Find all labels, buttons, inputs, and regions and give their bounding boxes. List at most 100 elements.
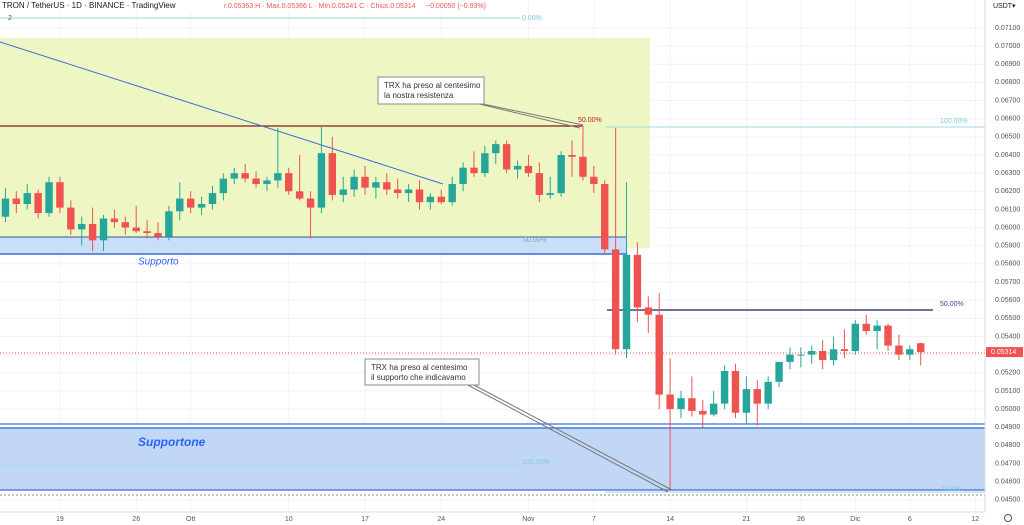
callout-text: il supporto che indicavamo	[371, 373, 466, 382]
candle-body	[219, 178, 228, 194]
candle-body	[535, 173, 544, 195]
candle-body	[884, 325, 892, 346]
price-axis	[985, 0, 1024, 525]
candle-body	[590, 176, 598, 185]
candles	[1, 125, 925, 491]
candle-body	[110, 218, 119, 223]
price-tag	[986, 347, 1023, 358]
x-tick-label: 14	[666, 516, 674, 523]
y-tick-label: 0.06100	[995, 206, 1020, 213]
candle-body	[372, 182, 380, 188]
candle-body	[895, 345, 903, 355]
x-tick-label: 12	[971, 516, 979, 523]
candle-body	[415, 189, 424, 203]
y-tick-label: 0.05700	[995, 279, 1020, 286]
candle-body	[1, 198, 10, 217]
candle-body	[764, 381, 772, 404]
y-tick-label: 0.04600	[995, 479, 1020, 486]
candle-body	[165, 211, 173, 237]
candle-body	[99, 218, 108, 241]
candle-body	[470, 167, 478, 174]
candle-body	[666, 394, 674, 410]
axes: 0.04500 0.04600 0.04700 0.04800 0.04900 0.050…	[56, 25, 1020, 523]
x-tick-label: Ott	[186, 516, 195, 523]
candle-body	[699, 410, 707, 415]
candle-body	[688, 398, 696, 411]
candle-body	[45, 182, 53, 214]
support-zone	[0, 237, 627, 254]
candle-body	[404, 189, 413, 194]
x-tick-label: 10	[285, 516, 293, 523]
candle-body	[437, 196, 445, 203]
y-tick-label: 0.05600	[995, 297, 1020, 304]
candle-body	[546, 193, 554, 195]
y-tick-label: 0.06500	[995, 134, 1020, 141]
candle-body	[154, 233, 162, 237]
candle-body	[601, 184, 609, 250]
candle-body	[67, 207, 75, 230]
candle-body	[339, 189, 347, 195]
y-tick-label: 0.05200	[995, 370, 1020, 377]
candle-body	[241, 173, 249, 179]
change: −0.00050 (−0.93%)	[426, 3, 486, 10]
currency[interactable]: USDT▾	[993, 3, 1016, 10]
callout-line	[477, 102, 584, 126]
x-tick-label: 21	[742, 516, 750, 523]
candle-body	[121, 222, 130, 228]
candle-body	[208, 193, 217, 205]
candle-body	[720, 370, 729, 404]
candle-body	[317, 153, 326, 208]
y-tick-label: 0.04500	[995, 497, 1020, 504]
x-tick-label: 26	[132, 516, 140, 523]
ohlc: r.0.05363 H · Max.0.05366 L · Min.0.0524…	[224, 3, 416, 10]
candle-body	[633, 254, 642, 308]
x-tick-label: 7	[592, 516, 596, 523]
x-tick-label: 6	[908, 516, 912, 523]
candle-body	[524, 165, 533, 174]
candle-body	[448, 184, 456, 203]
settings-icon[interactable]	[1004, 514, 1012, 522]
candle-body	[513, 165, 522, 170]
y-tick-label: 0.05900	[995, 243, 1020, 250]
candle-body	[786, 354, 794, 362]
fib-label: 0.00%	[522, 15, 542, 22]
candle-body	[731, 370, 740, 413]
candle-body	[186, 198, 195, 208]
callout-box	[377, 76, 485, 105]
y-tick-label: 0.06800	[995, 79, 1020, 86]
candle-body	[742, 389, 751, 413]
candle-body	[808, 351, 816, 355]
candle-body	[197, 204, 206, 208]
candle-body	[611, 249, 620, 350]
candle-body	[132, 227, 140, 232]
x-tick-label: 26	[797, 516, 805, 523]
y-tick-label: 0.04700	[995, 460, 1020, 467]
header-bg	[0, 0, 520, 12]
candle-body	[873, 325, 881, 332]
candle-body	[917, 343, 925, 353]
candle-body	[252, 178, 260, 185]
candle-body	[285, 173, 293, 192]
candle-body	[557, 154, 565, 194]
candle-body	[426, 196, 435, 203]
x-tick-label: 19	[56, 516, 64, 523]
candle-body	[23, 193, 31, 205]
fib-label: 100.00%	[522, 459, 550, 466]
x-tick-label: 17	[361, 516, 369, 523]
candle-body	[655, 314, 663, 395]
y-tick-label: 0.05000	[995, 406, 1020, 413]
candle-body	[263, 180, 271, 185]
y-tick-label: 0.06900	[995, 61, 1020, 68]
candle-body	[176, 198, 184, 212]
candle-body	[818, 351, 827, 361]
candle-body	[56, 182, 64, 208]
price-tag-label: 0.05314	[991, 349, 1016, 356]
support-label: Supportone	[138, 435, 206, 449]
fib-label: 100.00%	[940, 118, 968, 125]
y-tick-label: 0.06400	[995, 152, 1020, 159]
y-tick-label: 0.06300	[995, 170, 1020, 177]
candle-body	[775, 361, 783, 382]
candle-body	[274, 173, 282, 181]
fib-label: 0.00%	[942, 486, 962, 493]
